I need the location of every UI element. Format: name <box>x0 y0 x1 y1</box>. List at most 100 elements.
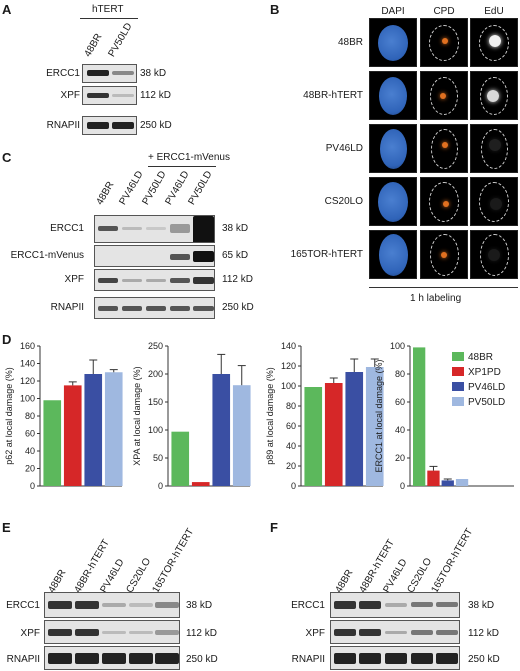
y-axis-label: XPA at local damage (%) <box>132 366 142 465</box>
panel-b-col-header: DAPI <box>381 6 405 17</box>
y-tick-label: 40 <box>395 425 405 435</box>
blot-band <box>87 122 109 129</box>
blot-band <box>334 653 356 664</box>
blot-band <box>129 603 153 607</box>
micro-image-cell <box>369 124 417 173</box>
panel-a-row-label: XPF <box>60 90 80 101</box>
panel-c-group-line <box>148 166 216 167</box>
bar <box>455 479 469 486</box>
panel-f-lane-label: 48BR <box>333 567 356 595</box>
bar <box>304 387 323 486</box>
blot-band <box>48 601 72 609</box>
blot-band <box>98 278 118 283</box>
blot-band <box>112 71 134 75</box>
panel-f-blot-rnapii <box>330 646 460 670</box>
cpd-focus <box>442 38 448 44</box>
cpd-focus <box>443 201 449 207</box>
edu-signal <box>490 198 502 210</box>
panel-a-lane-label: PV50LD <box>106 21 135 59</box>
blot-band <box>193 306 214 311</box>
y-tick-label: 0 <box>30 481 35 491</box>
panel-a-lane-label: 48BR <box>82 31 105 59</box>
nucleus-outline <box>479 25 509 61</box>
micro-image-cell <box>470 124 518 173</box>
y-tick-label: 120 <box>281 361 296 371</box>
micro-image-cell <box>470 71 518 120</box>
blot-band <box>411 630 433 635</box>
legend-swatch <box>452 382 464 391</box>
panel-a-group-line <box>80 18 138 19</box>
panel-f-row-label: ERCC1 <box>291 600 325 611</box>
legend-swatch <box>452 397 464 406</box>
legend-label: PV50LD <box>468 397 505 408</box>
blot-band <box>129 631 153 634</box>
y-tick-label: 120 <box>20 376 35 386</box>
y-tick-label: 250 <box>148 341 163 351</box>
blot-band <box>122 279 142 282</box>
nucleus-outline <box>430 77 458 115</box>
dapi-nucleus <box>380 129 407 169</box>
panel-c-row-label: ERCC1-mVenus <box>10 250 84 261</box>
panel-b-col-header: EdU <box>484 6 504 17</box>
blot-band <box>170 306 190 311</box>
y-tick-label: 200 <box>148 369 163 379</box>
panel-a-letter: A <box>2 2 12 17</box>
bar <box>191 482 210 486</box>
panel-c-kd: 65 kD <box>222 250 249 261</box>
panel-b-row-label: PV46LD <box>325 143 363 154</box>
panel-c-letter: C <box>2 150 12 165</box>
y-tick-label: 60 <box>395 397 405 407</box>
panel-b-footer-line <box>369 287 518 288</box>
panel-d-letter: D <box>2 332 12 347</box>
panel-b-footer: 1 h labeling <box>410 293 462 304</box>
legend-swatch <box>452 352 464 361</box>
blot-band <box>385 631 407 634</box>
panel-c-kd: 38 kD <box>222 223 249 234</box>
y-axis-label: p89 at local damage (%) <box>265 367 275 465</box>
y-tick-label: 80 <box>286 401 296 411</box>
y-tick-label: 20 <box>25 464 35 474</box>
bar <box>232 385 251 486</box>
y-tick-label: 100 <box>390 341 405 351</box>
blot-band <box>102 603 126 607</box>
panel-c-group-label: + ERCC1-mVenus <box>148 152 230 163</box>
blot-band <box>411 602 433 607</box>
panel-f-row-label: XPF <box>305 628 325 639</box>
blot-band <box>75 629 99 636</box>
dapi-nucleus <box>379 234 408 276</box>
y-tick-label: 20 <box>286 461 296 471</box>
y-tick-label: 100 <box>148 425 163 435</box>
panel-e-row-label: RNAPII <box>6 654 40 665</box>
nucleus-outline <box>429 182 459 222</box>
panel-a-blot-ercc1 <box>82 64 137 83</box>
blot-band <box>385 653 407 664</box>
y-tick-label: 0 <box>158 481 163 491</box>
panel-c-blot-ercc1 <box>94 215 215 243</box>
blot-band <box>359 629 381 636</box>
panel-f-blot-xpf <box>330 620 460 644</box>
blot-band <box>170 254 190 260</box>
panel-b-row-label: 48BR-hTERT <box>303 90 363 101</box>
blot-band <box>436 630 458 635</box>
micro-image-cell <box>420 177 468 226</box>
panel-c-blot-ercc1-mvenus <box>94 245 215 267</box>
blot-band <box>146 306 166 311</box>
nucleus-outline <box>479 182 509 222</box>
panel-a-group-label: hTERT <box>92 4 124 15</box>
panel-b-row-label: 165TOR-hTERT <box>290 249 363 260</box>
legend-swatch <box>452 367 464 376</box>
blot-band <box>102 631 126 634</box>
blot-band <box>436 653 458 664</box>
blot-band <box>87 93 109 98</box>
panel-c-lane-label: 48BR <box>94 179 117 207</box>
y-tick-label: 100 <box>281 381 296 391</box>
panel-f-kd: 112 kD <box>468 628 499 639</box>
dapi-nucleus <box>379 77 407 115</box>
bar <box>365 367 384 486</box>
nucleus-outline <box>430 234 459 276</box>
blot-band <box>334 629 356 636</box>
blot-band <box>385 603 407 607</box>
y-tick-label: 20 <box>395 453 405 463</box>
y-tick-label: 80 <box>395 369 405 379</box>
panel-f-kd: 38 kD <box>468 600 495 611</box>
